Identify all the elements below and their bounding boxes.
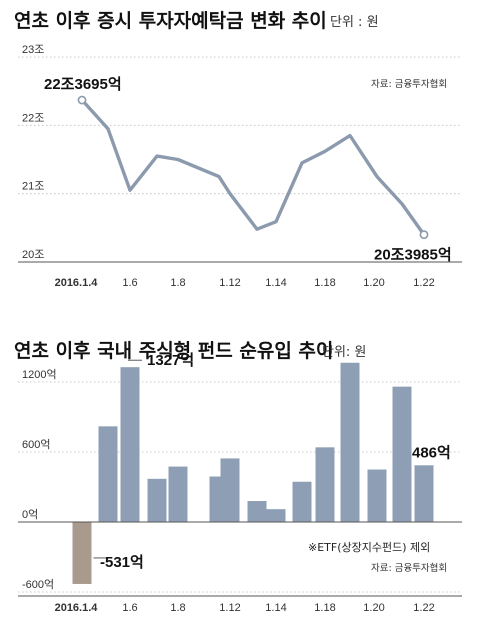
chart1-title: 연초 이후 증시 투자자예탁금 변화 추이 (14, 10, 327, 32)
chart1-x-tick: 1.12 (219, 277, 240, 289)
chart1-x-tick: 2016.1.4 (55, 277, 99, 289)
chart2-x-tick: 1.12 (219, 602, 240, 614)
chart2-y-tick: -600억 (22, 578, 54, 591)
chart1-series-line (80, 98, 426, 237)
chart2-bar (147, 478, 167, 522)
chart1-x-tick: 1.18 (314, 277, 335, 289)
chart2-bar (72, 522, 92, 584)
chart2-x-tick: 1.22 (413, 602, 434, 614)
chart2-x-tick: 1.6 (122, 602, 137, 614)
chart2-bar (247, 501, 267, 522)
chart2-x-tick: 1.18 (314, 602, 335, 614)
chart2-bar (340, 362, 360, 522)
chart2-bar (392, 386, 412, 522)
chart2-bar (168, 466, 188, 522)
chart1-source: 자료: 금융투자협회 (371, 78, 447, 90)
chart2-y-tick: 0억 (22, 508, 38, 521)
chart2-bar (98, 426, 118, 522)
chart2-unit: 단위: 원 (322, 345, 366, 360)
chart1-start-marker (77, 95, 87, 105)
chart2-x-tick: 2016.1.4 (55, 602, 99, 614)
chart1-end-marker (419, 230, 429, 240)
chart2-y-tick: 1200억 (22, 368, 57, 381)
chart1-x-tick: 1.20 (363, 277, 384, 289)
chart2-min-label: -531억 (100, 553, 144, 571)
chart2-y-tick: 600억 (22, 438, 50, 451)
chart1-x-tick: 1.22 (413, 277, 434, 289)
chart2-x-tick: 1.8 (170, 602, 185, 614)
chart1-unit: 단위 : 원 (330, 15, 379, 30)
chart2-bar (266, 509, 286, 522)
chart2-x-tick: 1.20 (363, 602, 384, 614)
chart2-max-label: 1327억 (147, 351, 194, 369)
chart2-bar (220, 458, 240, 522)
chart2-note: ※ETF(상장지수펀드) 제외 (308, 541, 430, 554)
chart2-bar (292, 481, 312, 522)
chart1-x-tick: 1.8 (170, 277, 185, 289)
chart2-last-label: 486억 (412, 443, 451, 461)
chart2-bar (315, 447, 335, 522)
chart1-start-label: 22조3695억 (44, 75, 122, 93)
chart2-bar (367, 469, 387, 522)
chart2-bar (120, 367, 140, 522)
chart1-end-label: 20조3985억 (374, 246, 452, 264)
chart1-y-tick: 21조 (22, 181, 44, 193)
chart2-source: 자료: 금융투자협회 (371, 562, 447, 574)
chart1-y-tick: 22조 (22, 112, 44, 124)
chart1-y-tick: 23조 (22, 44, 44, 56)
chart1-x-tick: 1.14 (265, 277, 286, 289)
chart2-title: 연초 이후 국내 주식형 펀드 순유입 추이 (14, 340, 333, 362)
chart2-x-tick: 1.14 (265, 602, 286, 614)
chart1-y-tick: 20조 (22, 249, 44, 261)
chart1-x-tick: 1.6 (122, 277, 137, 289)
chart2-bar (414, 465, 434, 522)
